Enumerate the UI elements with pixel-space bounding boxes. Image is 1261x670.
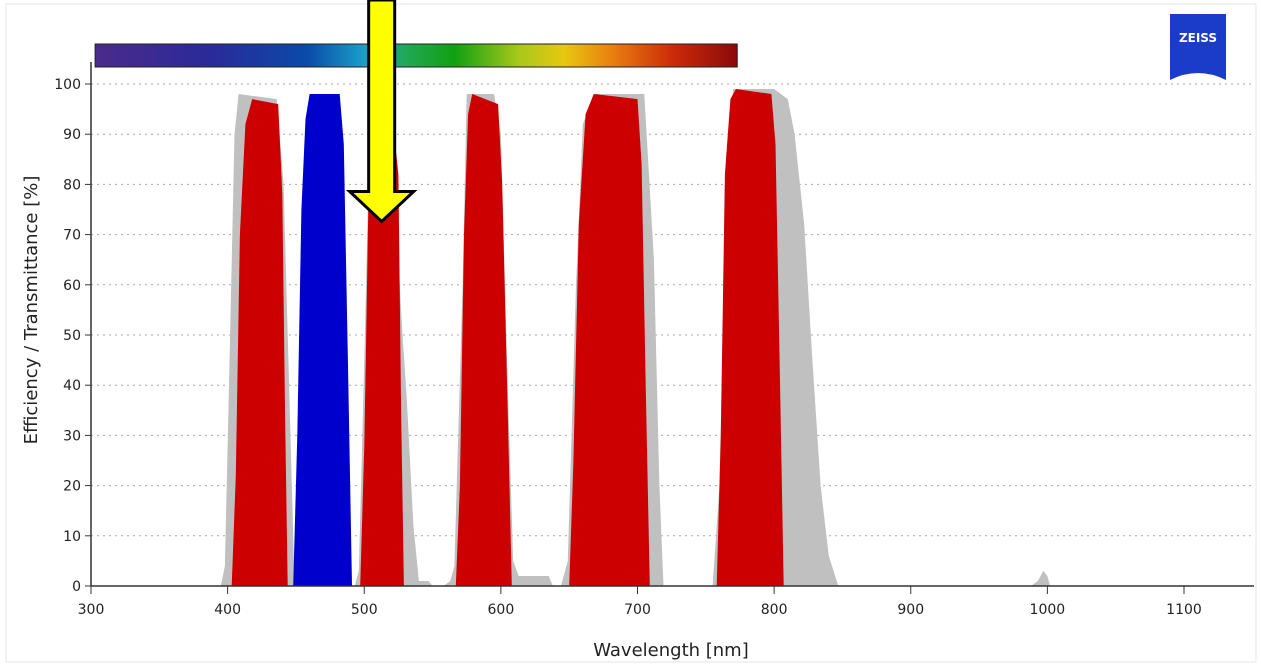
y-tick-label: 0 — [72, 579, 81, 595]
transmission-band-1-3 — [569, 94, 650, 586]
x-tick-label: 1100 — [1166, 602, 1202, 618]
x-axis-label: Wavelength [nm] — [593, 640, 749, 661]
zeiss-logo-text: ZEISS — [1179, 31, 1217, 45]
x-tick-label: 300 — [78, 602, 105, 618]
transmission-band-1-1 — [360, 104, 404, 586]
y-tick-label: 100 — [54, 77, 81, 93]
transmission-band-1-2 — [455, 94, 512, 586]
transmission-band-1-0 — [231, 99, 288, 586]
y-tick-label: 20 — [63, 479, 81, 495]
yellow-arrow-annotation — [345, 0, 418, 224]
x-tick-label: 400 — [214, 602, 241, 618]
y-tick-label: 70 — [63, 228, 81, 244]
transmission-areas — [220, 89, 1051, 586]
y-tick-label: 80 — [63, 177, 81, 193]
arrow-shape — [345, 0, 418, 224]
transmission-band-2-0 — [293, 94, 352, 586]
zeiss-logo: ZEISS — [1170, 14, 1226, 80]
x-tick-label: 800 — [761, 602, 788, 618]
y-tick-label: 50 — [63, 328, 81, 344]
y-tick-label: 10 — [63, 529, 81, 545]
x-tick-label: 700 — [624, 602, 651, 618]
plot-frame — [5, 3, 1257, 663]
y-tick-label: 60 — [63, 278, 81, 294]
transmission-band-0-5 — [1031, 570, 1051, 586]
y-axis-label: Efficiency / Transmittance [%] — [21, 176, 42, 445]
tick-labels: 0 10 20 30 40 50 60 70 80 90 100 300 400 500 600 700 800… — [54, 77, 1202, 618]
axes — [90, 62, 1254, 587]
x-tick-label: 900 — [897, 602, 924, 618]
x-tick-label: 600 — [488, 602, 515, 618]
y-tick-label: 30 — [63, 428, 81, 444]
y-tick-label: 90 — [63, 127, 81, 143]
y-tick-label: 40 — [63, 378, 81, 394]
spectrum-color-bar — [94, 43, 738, 68]
x-tick-label: 1000 — [1030, 602, 1066, 618]
x-tick-label: 500 — [351, 602, 378, 618]
transmission-band-1-4 — [716, 89, 784, 586]
